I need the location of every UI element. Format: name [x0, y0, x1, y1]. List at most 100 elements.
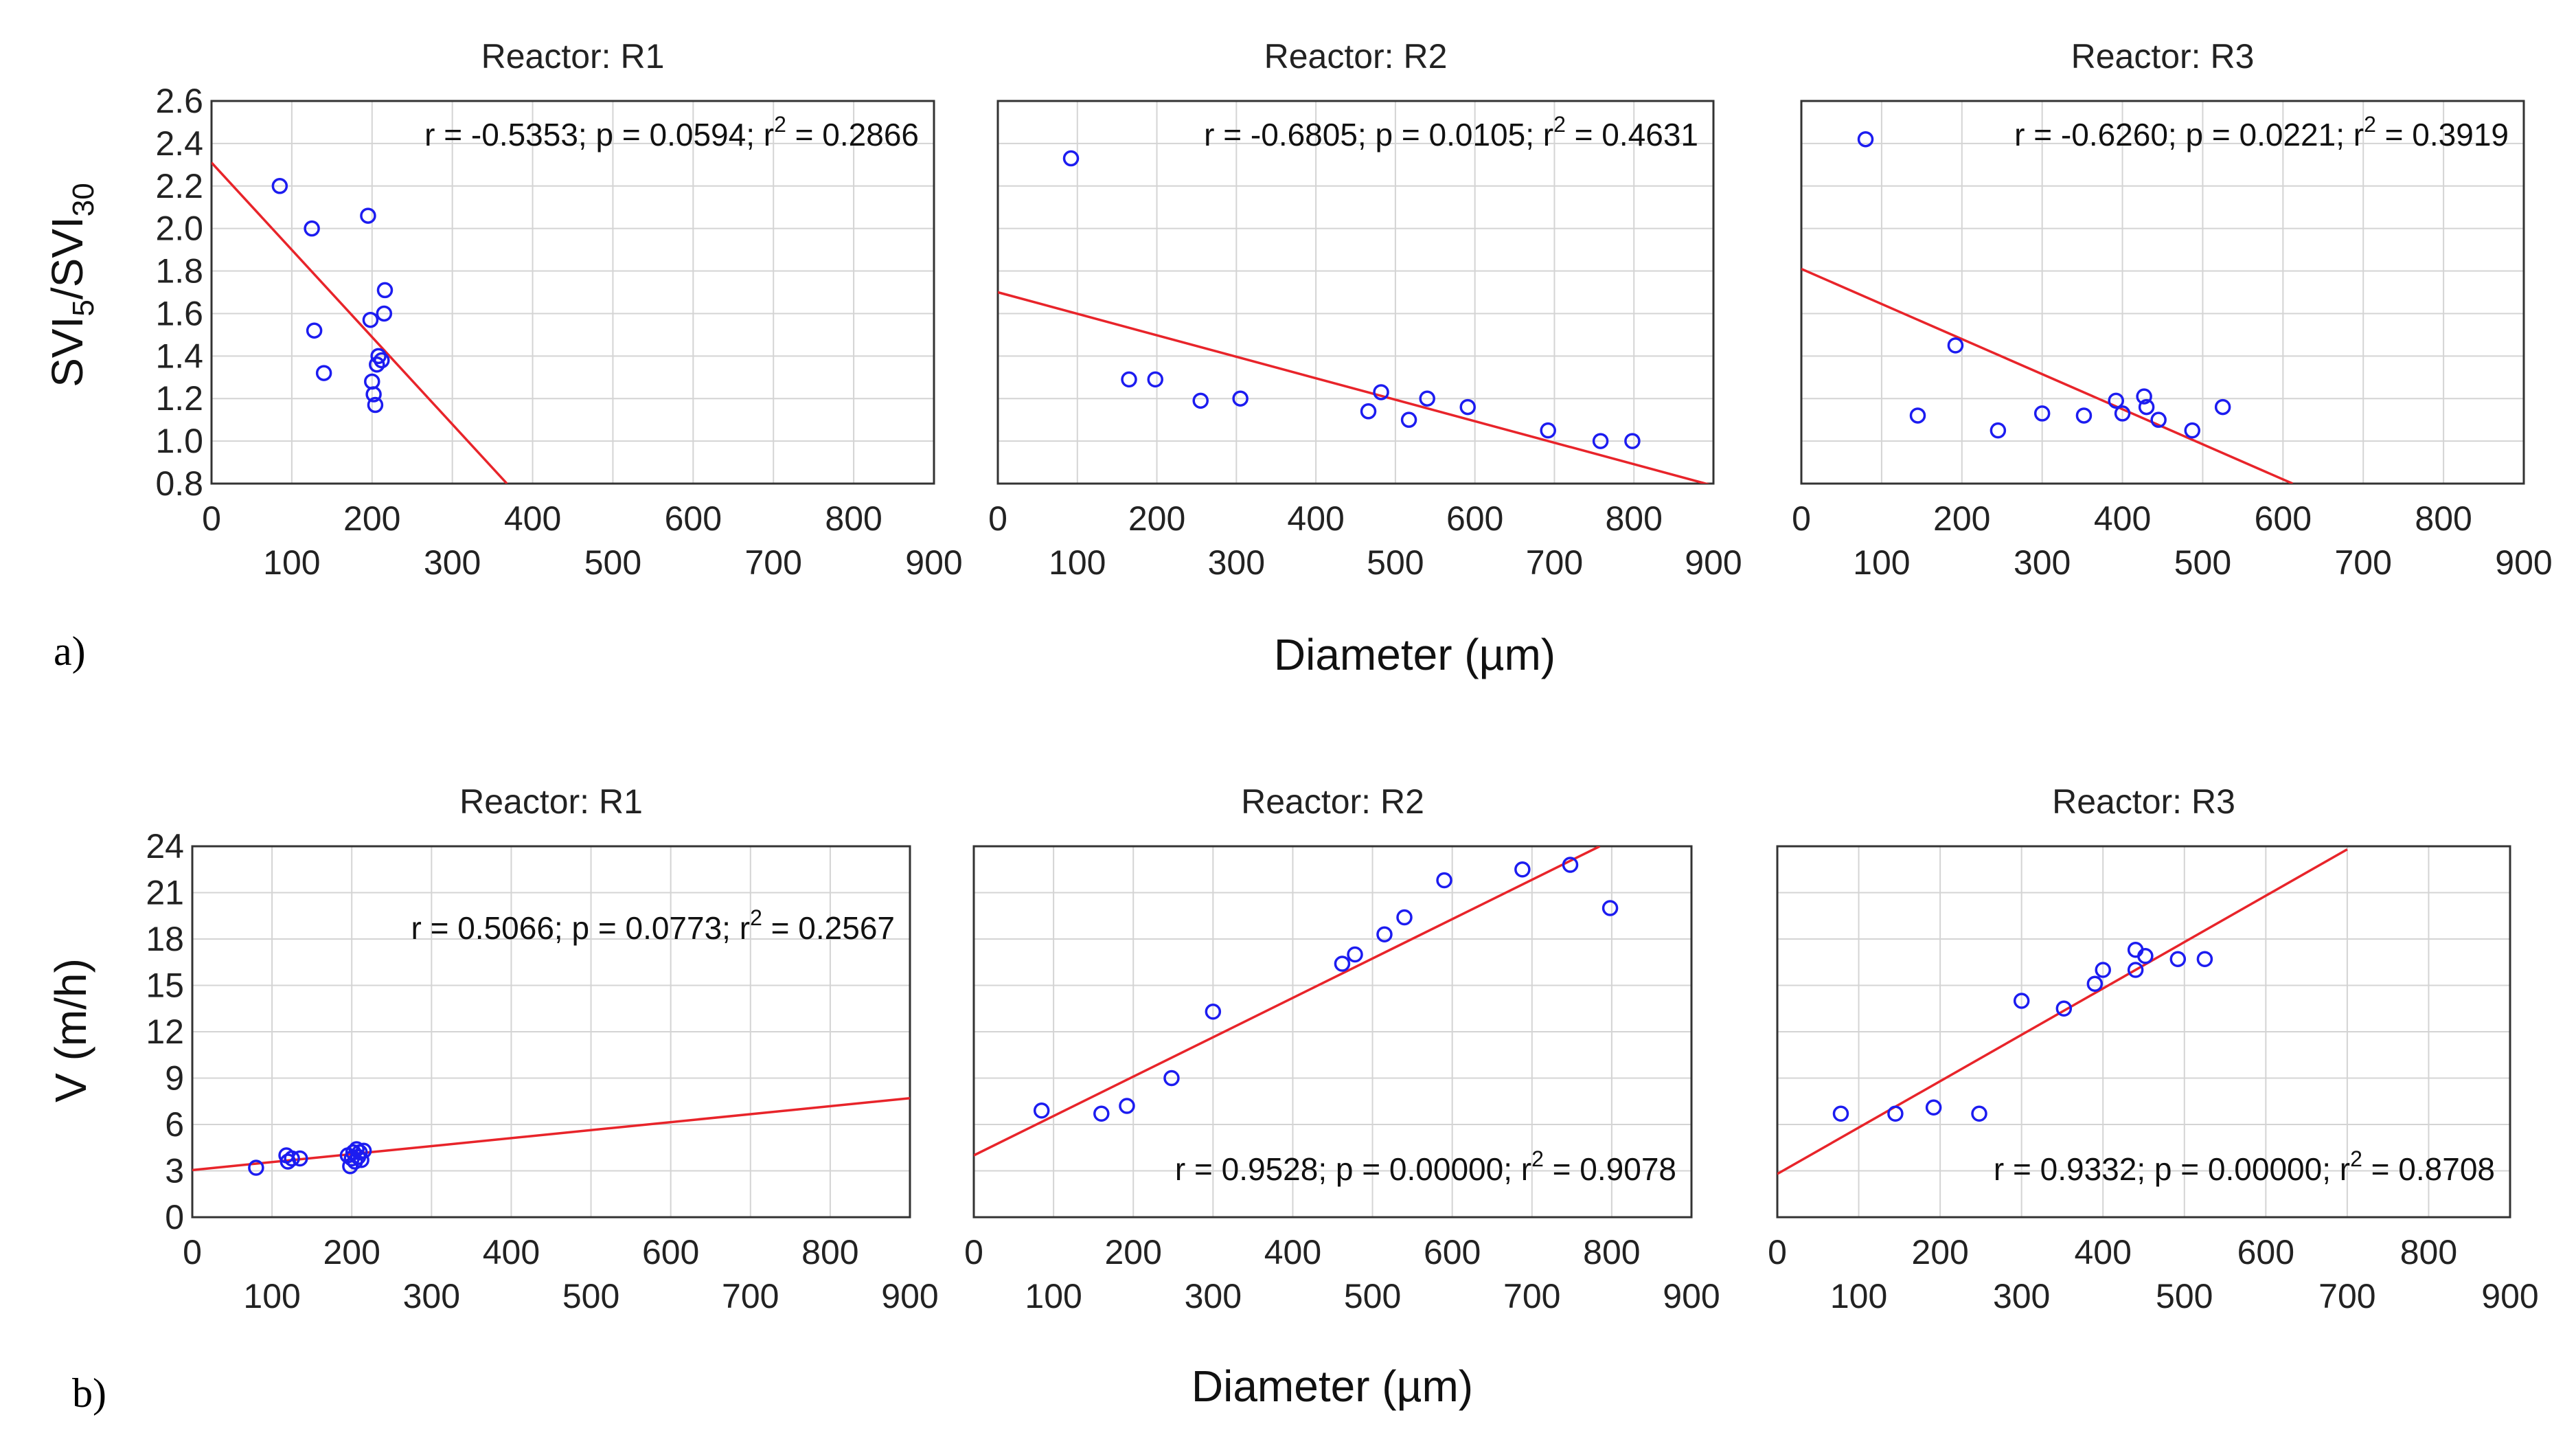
data-point [271, 178, 288, 194]
stats-annotation: r = 0.9332; p = 0.00000; r2 = 0.8708 [1994, 1146, 2495, 1187]
regression-line [1777, 848, 2348, 1175]
data-point [1373, 384, 1389, 400]
data-point [306, 322, 323, 339]
x-tick-label: 800 [825, 499, 882, 538]
data-point [2033, 405, 2051, 422]
y-tick-label: 0.8 [155, 464, 203, 503]
x-tick-label: 200 [343, 499, 400, 538]
y-tick-label: 15 [146, 966, 184, 1005]
data-point [315, 365, 332, 381]
panel-a-R2: Reactor: R2 r = -0.6805; p = 0.0105; r2 =… [988, 37, 1742, 582]
data-point [362, 311, 379, 328]
x-tick-label: 300 [424, 543, 481, 582]
panel-a-R1: Reactor: R1 r = -0.5353; p = 0.0594; r2 =… [155, 37, 962, 582]
regression-line [974, 846, 1601, 1157]
panel-b-R3: Reactor: R3 r = 0.9332; p = 0.00000; r2 =… [1768, 782, 2539, 1315]
row-label-a: a) [54, 629, 86, 674]
panel-b-R1: Reactor: R1 r = 0.5066; p = 0.0773; r2 = … [146, 782, 938, 1315]
x-tick-label: 700 [2318, 1277, 2375, 1315]
stats-annotation: r = 0.9528; p = 0.00000; r2 = 0.9078 [1175, 1146, 1676, 1187]
x-axis-label: Diameter (µm) [1192, 1361, 1473, 1411]
x-tick-label: 200 [1911, 1233, 1968, 1271]
data-point [365, 386, 382, 403]
stats-text: = 0.4631 [1566, 117, 1698, 152]
data-point [1436, 872, 1452, 889]
data-point [2138, 398, 2155, 416]
panel-title: Reactor: R1 [481, 37, 665, 76]
y-axis-label-b: V (m/h) [46, 958, 95, 1102]
x-tick-label: 400 [1264, 1233, 1321, 1271]
x-tick-label: 900 [1685, 543, 1742, 582]
data-point [369, 356, 385, 373]
regression-line [212, 161, 508, 484]
plot-frame [1800, 100, 2525, 485]
x-tick-label: 200 [1933, 499, 1990, 538]
panel-title: Reactor: R2 [1264, 37, 1448, 76]
data-point [2196, 951, 2213, 967]
data-point [355, 1142, 372, 1159]
data-point [1376, 926, 1393, 942]
stats-text: = 0.2567 [762, 910, 895, 946]
x-tick-label: 700 [1503, 1277, 1560, 1315]
stats-text: r = 0.5066; p = 0.0773; r [411, 910, 750, 946]
x-tick-label: 0 [202, 499, 221, 538]
data-point [1514, 861, 1531, 878]
y-tick-label: 6 [165, 1105, 184, 1144]
data-point [2136, 388, 2152, 405]
x-tick-label: 0 [964, 1233, 983, 1271]
x-tick-label: 200 [1105, 1233, 1162, 1271]
x-tick-label: 600 [1424, 1233, 1481, 1271]
stats-superscript: 2 [2364, 112, 2376, 137]
x-tick-label: 300 [2014, 543, 2071, 582]
y-tick-label: 1.6 [155, 294, 203, 332]
data-point [1400, 411, 1417, 428]
stats-annotation: r = 0.5066; p = 0.0773; r2 = 0.2567 [411, 905, 895, 946]
x-tick-label: 0 [1792, 499, 1811, 538]
stats-annotation: r = -0.5353; p = 0.0594; r2 = 0.2866 [424, 112, 919, 152]
y-tick-label: 12 [146, 1013, 184, 1051]
x-tick-label: 300 [403, 1277, 460, 1315]
stats-superscript: 2 [774, 112, 786, 137]
x-tick-label: 500 [584, 543, 641, 582]
stats-text: r = -0.6260; p = 0.0221; r [2014, 117, 2364, 152]
y-tick-label: 21 [146, 874, 184, 912]
x-tick-label: 400 [2075, 1233, 2132, 1271]
data-point [376, 282, 394, 299]
x-tick-label: 900 [905, 543, 962, 582]
panel-title: Reactor: R3 [2052, 782, 2235, 821]
stats-text: = 0.8708 [2362, 1151, 2495, 1187]
data-point [1419, 390, 1435, 407]
x-tick-label: 400 [504, 499, 561, 538]
x-tick-label: 100 [1049, 543, 1106, 582]
data-point [376, 305, 393, 322]
x-tick-label: 800 [1583, 1233, 1640, 1271]
data-point [2214, 398, 2231, 416]
data-point [1887, 1105, 1904, 1122]
data-point [1147, 371, 1163, 388]
data-point [2086, 975, 2104, 992]
x-tick-label: 500 [2174, 543, 2231, 582]
data-point [1971, 1105, 1987, 1122]
data-point [1192, 392, 1209, 409]
x-tick-label: 600 [2255, 499, 2312, 538]
data-point [1093, 1105, 1110, 1122]
y-tick-label: 1.0 [155, 422, 203, 460]
data-point [1033, 1102, 1050, 1119]
data-point [1624, 433, 1641, 449]
data-point [2108, 392, 2124, 409]
row-label-b: b) [72, 1370, 106, 1416]
panel-a-R3: Reactor: R3 r = -0.6260; p = 0.0221; r2 =… [1792, 37, 2553, 582]
data-point [2095, 962, 2111, 978]
data-point [2150, 411, 2167, 428]
x-tick-label: 500 [2156, 1277, 2213, 1315]
data-point [2055, 1000, 2073, 1017]
x-tick-label: 700 [745, 543, 802, 582]
plot-frame [1776, 845, 2511, 1219]
x-tick-label: 700 [722, 1277, 779, 1315]
stats-superscript: 2 [1531, 1146, 1544, 1171]
data-point [1562, 857, 1579, 873]
data-point [248, 1159, 264, 1176]
stats-annotation: r = -0.6805; p = 0.0105; r2 = 0.4631 [1204, 112, 1698, 152]
x-tick-label: 300 [1208, 543, 1265, 582]
